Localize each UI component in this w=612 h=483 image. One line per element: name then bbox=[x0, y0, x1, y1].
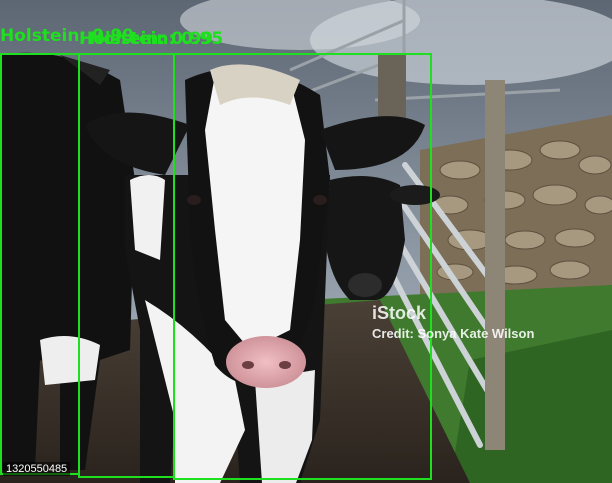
detection-label: Holstein: 0.99 bbox=[79, 29, 214, 49]
detection-box bbox=[78, 53, 175, 478]
detection-label: Holstein: 0.99 bbox=[0, 26, 135, 46]
istock-watermark-logo: iStock bbox=[372, 303, 427, 323]
image-id-badge: 1320550485 bbox=[3, 462, 71, 476]
detection-box bbox=[173, 53, 432, 480]
photo-credit: Credit: Sonya Kate Wilson bbox=[372, 326, 535, 341]
detection-label: Holstein: 0.95 bbox=[89, 29, 224, 49]
detection-box bbox=[0, 53, 80, 475]
